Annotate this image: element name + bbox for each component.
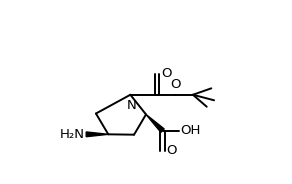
Text: O: O (170, 78, 181, 91)
Text: O: O (161, 67, 172, 80)
Text: H₂N: H₂N (60, 128, 85, 141)
Text: N: N (126, 99, 136, 112)
Polygon shape (86, 132, 108, 137)
Polygon shape (146, 114, 164, 132)
Text: O: O (166, 144, 176, 157)
Text: OH: OH (180, 124, 200, 137)
